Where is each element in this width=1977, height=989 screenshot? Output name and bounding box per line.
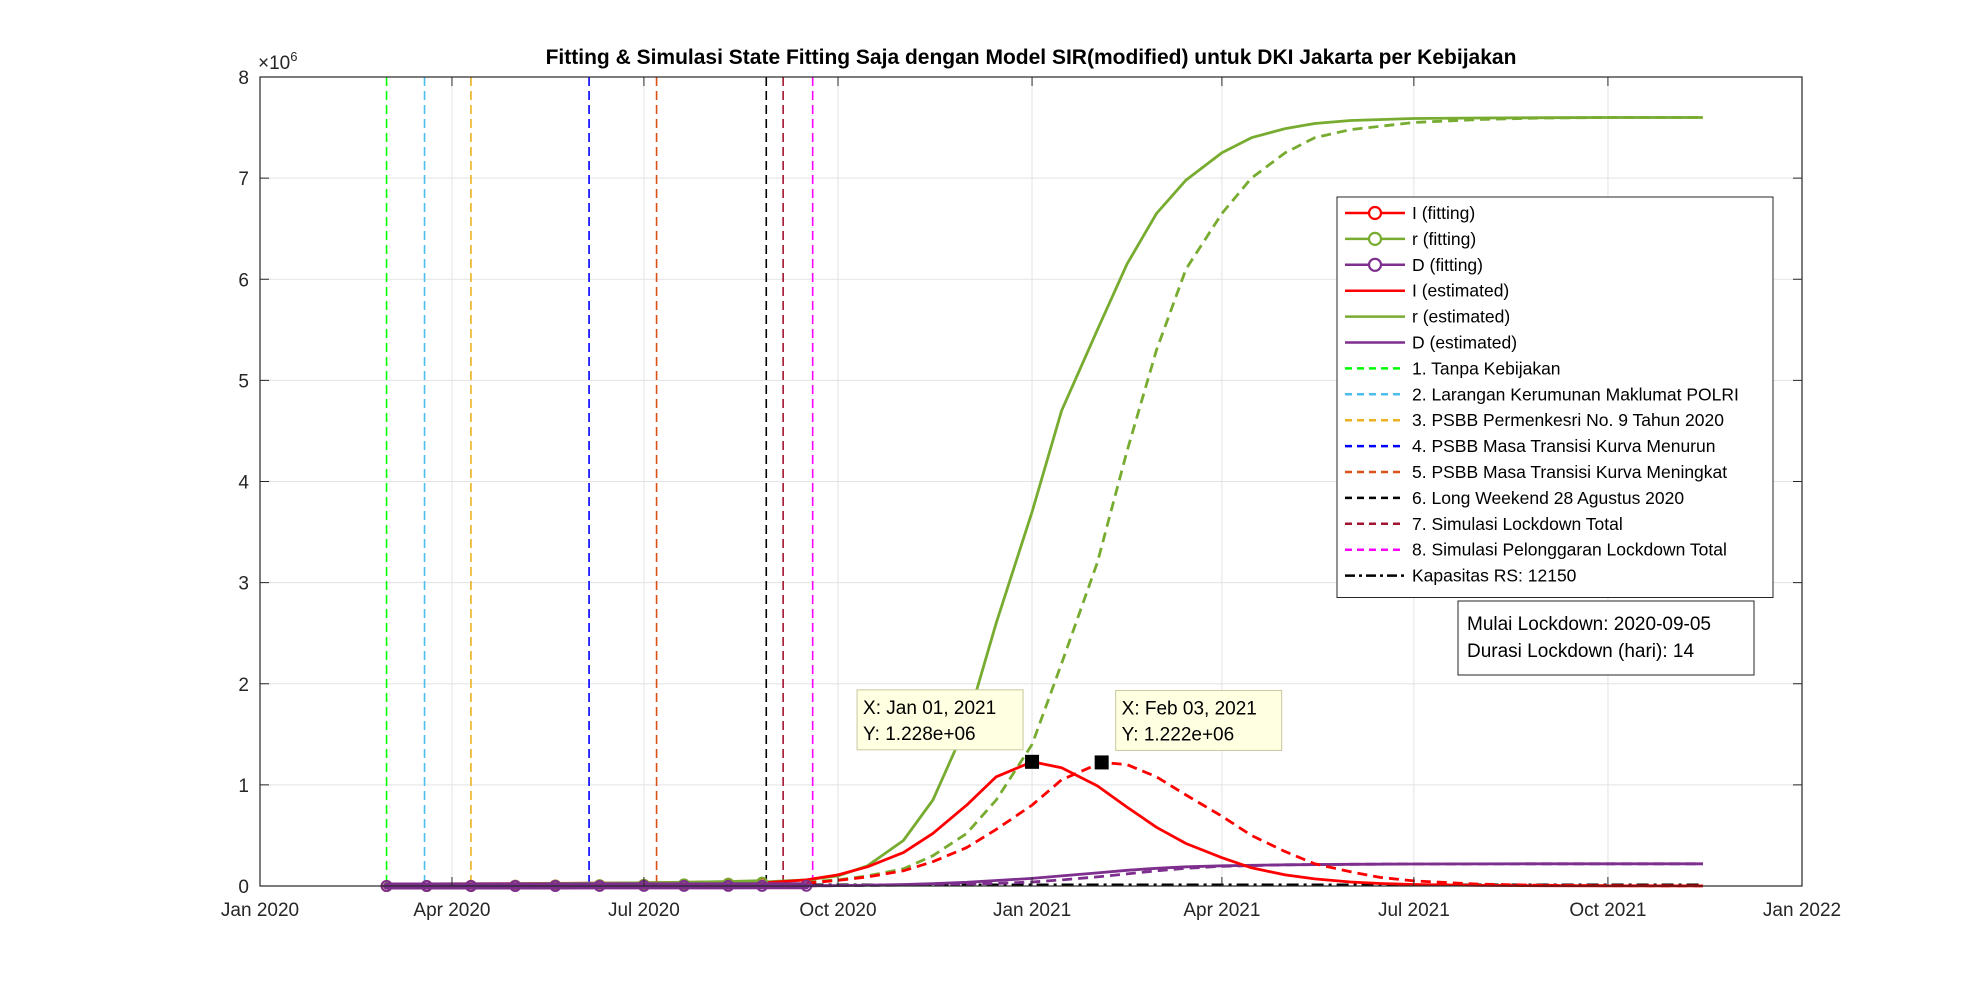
y-tick-label: 8 [238,68,249,89]
data-tip-x-text: X: Feb 03, 2021 [1122,698,1257,719]
series-line [761,116,1703,884]
data-tip-marker [1094,755,1109,770]
y-tick-label: 7 [238,169,249,190]
lockdown-annotation: Mulai Lockdown: 2020-09-05 Durasi Lockdo… [1457,600,1755,676]
data-tip-box [856,689,1024,751]
y-tick-label: 2 [238,675,249,696]
series-line [806,116,1703,884]
policy-lines [385,77,814,886]
legend-marker [1367,205,1383,221]
y-tick-label: 6 [238,270,249,291]
x-tick-label: Oct 2021 [1569,900,1646,921]
y-tick-label: 0 [238,877,249,898]
legend-label: I (fitting) [1412,203,1475,223]
data-tip-x-text: X: Jan 01, 2021 [863,698,996,719]
lockdown-duration-text: Durasi Lockdown (hari): 14 [1467,641,1694,662]
chart-title: Fitting & Simulasi State Fitting Saja de… [546,46,1517,69]
x-tick-label: Jul 2021 [1378,900,1450,921]
legend-label: r (fitting) [1412,229,1476,249]
x-tick-label: Apr 2020 [413,900,490,921]
data-tip-y-text: Y: 1.228e+06 [863,724,976,745]
legend-label: 2. Larangan Kerumunan Maklumat POLRI [1412,384,1739,404]
legend-label: 4. PSBB Masa Transisi Kurva Menurun [1412,436,1715,456]
x-tick-label: Jan 2022 [1763,900,1841,921]
y-exponent-base: ×10 [258,53,290,74]
x-tick-label: Jul 2020 [608,900,680,921]
y-exponent-label: ×106 [258,49,297,74]
series-line [806,862,1703,888]
legend-label: 1. Tanpa Kebijakan [1412,358,1561,378]
x-tick-label: Apr 2021 [1183,900,1260,921]
legend-label: 3. PSBB Permenkesri No. 9 Tahun 2020 [1412,410,1724,430]
legend-label: D (fitting) [1412,255,1483,275]
legend-label: 8. Simulasi Pelonggaran Lockdown Total [1412,540,1727,560]
y-exponent-power: 6 [290,49,297,64]
legend-label: 6. Long Weekend 28 Agustus 2020 [1412,488,1684,508]
lockdown-start-text: Mulai Lockdown: 2020-09-05 [1467,614,1711,635]
lockdown-annotation-box [1457,600,1755,676]
legend-label: r (estimated) [1412,307,1510,327]
series-line [806,761,1703,888]
legend-box [1336,196,1774,598]
legend-label: D (estimated) [1412,333,1517,353]
legend-marker [1367,257,1383,272]
y-tick-label: 3 [238,574,249,595]
data-tip-box [1115,689,1283,751]
x-tick-label: Jan 2021 [993,900,1071,921]
x-tick-label: Oct 2020 [799,900,876,921]
data-tip-y-text: Y: 1.222e+06 [1122,724,1235,745]
legend-label: 5. PSBB Masa Transisi Kurva Meningkat [1412,462,1727,482]
y-tick-label: 4 [238,473,249,494]
legend-label: 7. Simulasi Lockdown Total [1412,514,1623,534]
x-tick-label: Jan 2020 [221,900,299,921]
axes: Jan 2020 Apr 2020 Jul 2020 Oct 2020 Jan 2021… [221,68,1841,921]
legend-label: I (estimated) [1412,281,1509,301]
y-tick-label: 5 [238,371,249,392]
y-tick-label: 1 [238,776,249,797]
data-tip-marker [1025,754,1040,769]
data-tips: X: Jan 01, 2021 Y: 1.228e+06 X: Feb 03, 20… [856,689,1283,770]
legend-marker [1367,231,1383,246]
legend: I (fitting) r (fitting) D (fitting) I (esti… [1336,196,1774,598]
legend-label: Kapasitas RS: 12150 [1412,566,1577,586]
